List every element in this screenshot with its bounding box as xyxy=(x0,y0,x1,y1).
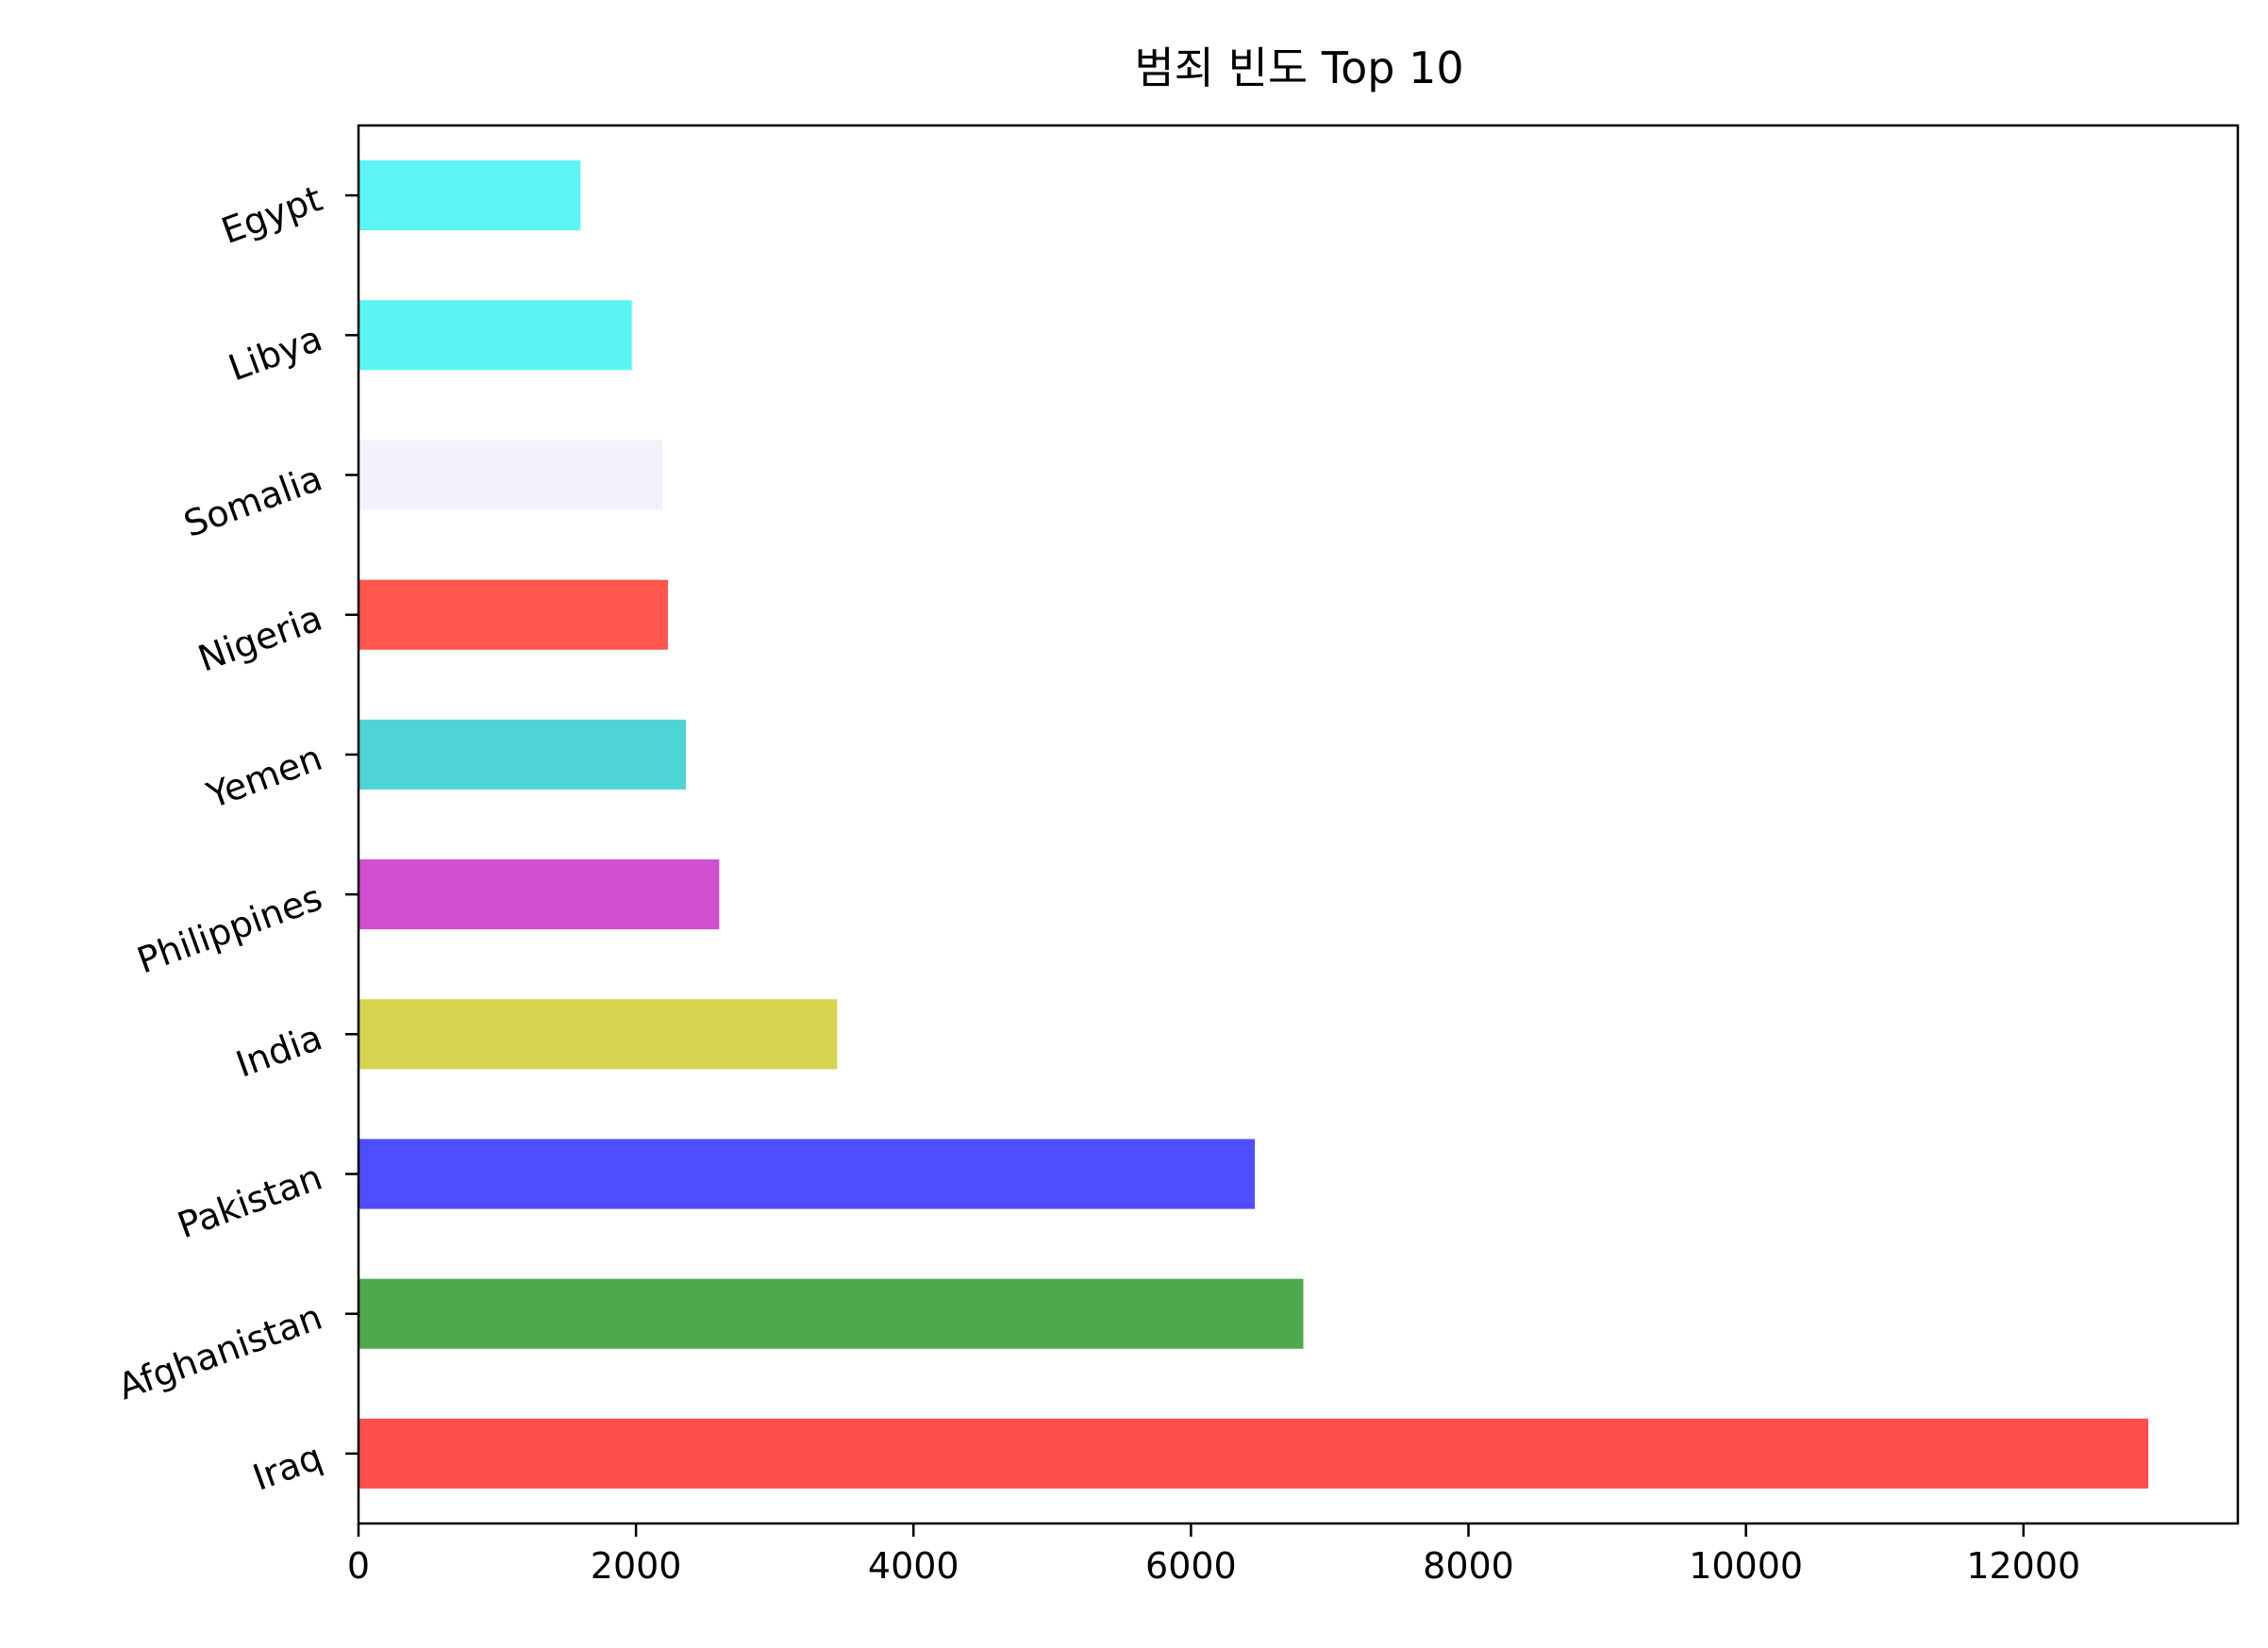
bar-pakistan xyxy=(359,1139,1256,1209)
y-tick-label-iraq: Iraq xyxy=(247,1436,327,1499)
x-tick-label: 8000 xyxy=(1423,1545,1514,1587)
bar-nigeria xyxy=(359,579,668,650)
bar-yemen xyxy=(359,719,687,790)
x-tick-label: 10000 xyxy=(1689,1545,1803,1587)
x-tick-label: 0 xyxy=(347,1545,370,1587)
bar-libya xyxy=(359,300,632,371)
x-tick-label: 4000 xyxy=(868,1545,959,1587)
y-tick-label-yemen: Yemen xyxy=(201,737,327,817)
bar-somalia xyxy=(359,440,663,510)
y-tick-label-nigeria: Nigeria xyxy=(192,597,327,680)
bar-philippines xyxy=(359,859,720,930)
x-axis: 0 2000 4000 6000 8000 10000 12000 xyxy=(347,1523,2080,1587)
bar-afghanistan xyxy=(359,1278,1304,1349)
y-axis: Iraq Afghanistan Pakistan India Philippines Y… xyxy=(112,177,359,1499)
bar-iraq xyxy=(359,1418,2149,1489)
chart-title: 범죄 빈도 Top 10 xyxy=(1134,42,1463,93)
bar-india xyxy=(359,999,838,1070)
y-tick-label-somalia: Somalia xyxy=(178,458,327,545)
y-tick-label-pakistan: Pakistan xyxy=(173,1157,328,1247)
y-tick-label-egypt: Egypt xyxy=(216,177,327,252)
y-tick-label-india: India xyxy=(230,1016,327,1085)
y-tick-label-philippines: Philippines xyxy=(132,876,327,981)
x-tick-label: 6000 xyxy=(1145,1545,1237,1587)
x-tick-label: 12000 xyxy=(1966,1545,2080,1587)
x-tick-label: 2000 xyxy=(591,1545,682,1587)
plot-frame xyxy=(357,124,2240,1525)
bars-layer xyxy=(359,160,2149,1489)
y-tick-label-libya: Libya xyxy=(224,317,328,389)
bar-egypt xyxy=(359,160,581,231)
y-tick-label-afghanistan: Afghanistan xyxy=(112,1296,327,1408)
